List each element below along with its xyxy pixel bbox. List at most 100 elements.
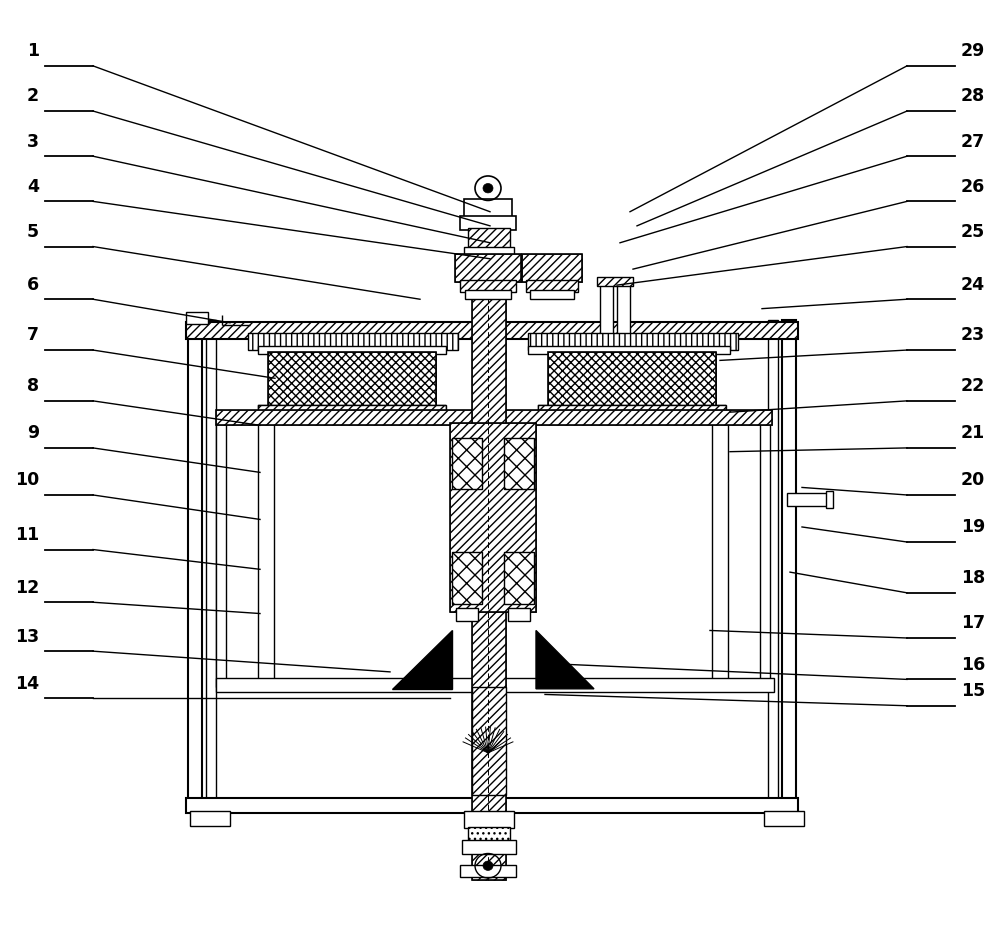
Bar: [522, 254, 582, 282]
Bar: [526, 280, 578, 292]
Bar: [460, 280, 516, 292]
Bar: [465, 290, 511, 299]
Bar: [452, 552, 482, 604]
Bar: [468, 228, 510, 248]
Bar: [452, 438, 482, 489]
Bar: [216, 678, 774, 692]
Bar: [450, 423, 536, 612]
Bar: [455, 254, 521, 282]
Text: 25: 25: [961, 223, 985, 241]
Text: 9: 9: [27, 424, 39, 442]
Bar: [206, 320, 216, 811]
Text: 10: 10: [15, 471, 39, 489]
Polygon shape: [536, 630, 594, 689]
Bar: [764, 811, 804, 826]
Text: 15: 15: [961, 682, 985, 700]
Text: 26: 26: [961, 178, 985, 196]
Bar: [464, 811, 514, 828]
Bar: [258, 405, 446, 416]
Bar: [472, 202, 506, 880]
Text: 2: 2: [27, 88, 39, 105]
Bar: [528, 333, 738, 350]
Bar: [472, 687, 506, 795]
Text: 16: 16: [961, 656, 985, 674]
Bar: [188, 320, 202, 811]
Bar: [504, 438, 534, 489]
Bar: [248, 333, 458, 350]
Bar: [712, 422, 728, 687]
Circle shape: [483, 183, 493, 193]
Bar: [248, 333, 458, 350]
Bar: [472, 687, 506, 795]
Bar: [216, 410, 772, 425]
Bar: [538, 405, 726, 416]
Bar: [186, 312, 208, 324]
Text: 22: 22: [961, 377, 985, 395]
Bar: [597, 277, 633, 286]
Bar: [468, 228, 510, 248]
Text: 17: 17: [961, 614, 985, 632]
Bar: [597, 277, 633, 286]
Bar: [826, 491, 833, 508]
Bar: [455, 254, 521, 282]
Bar: [452, 552, 482, 604]
Bar: [548, 352, 716, 407]
Bar: [504, 552, 534, 604]
Bar: [450, 423, 536, 612]
Text: 1: 1: [27, 42, 39, 60]
Text: 19: 19: [961, 518, 985, 536]
Text: 24: 24: [961, 276, 985, 294]
Text: 20: 20: [961, 471, 985, 489]
Text: 6: 6: [27, 276, 39, 294]
Bar: [258, 346, 446, 354]
Bar: [186, 322, 798, 339]
Bar: [462, 840, 516, 854]
Bar: [468, 827, 510, 842]
Bar: [452, 438, 482, 489]
Bar: [186, 798, 798, 813]
Polygon shape: [392, 630, 452, 689]
Bar: [460, 280, 516, 292]
Bar: [456, 608, 478, 621]
Circle shape: [483, 861, 493, 870]
Text: 29: 29: [961, 42, 985, 60]
Bar: [600, 282, 613, 339]
Text: 3: 3: [27, 133, 39, 151]
Text: 7: 7: [27, 327, 39, 344]
Bar: [530, 290, 574, 299]
Bar: [508, 608, 530, 621]
Bar: [617, 282, 630, 339]
Bar: [782, 320, 796, 811]
Bar: [472, 202, 506, 880]
Bar: [528, 333, 738, 350]
Bar: [216, 423, 226, 687]
Bar: [522, 254, 582, 282]
Bar: [464, 247, 514, 256]
Text: 23: 23: [961, 327, 985, 344]
Bar: [464, 199, 512, 218]
Bar: [216, 410, 772, 425]
Text: 27: 27: [961, 133, 985, 151]
Bar: [538, 405, 726, 416]
Bar: [787, 493, 827, 506]
Text: 8: 8: [27, 377, 39, 395]
Bar: [504, 552, 534, 604]
Bar: [768, 320, 778, 811]
Text: 28: 28: [961, 88, 985, 105]
Bar: [268, 352, 436, 407]
Text: 5: 5: [27, 223, 39, 241]
Bar: [548, 352, 716, 407]
Bar: [460, 865, 516, 877]
Text: 21: 21: [961, 424, 985, 442]
Bar: [460, 216, 516, 230]
Bar: [528, 346, 730, 354]
Text: 14: 14: [15, 675, 39, 693]
Bar: [468, 827, 510, 842]
Bar: [258, 405, 446, 416]
Bar: [760, 423, 770, 687]
Bar: [190, 811, 230, 826]
Text: 11: 11: [15, 526, 39, 544]
Bar: [268, 352, 436, 407]
Bar: [258, 422, 274, 687]
Text: 13: 13: [15, 628, 39, 646]
